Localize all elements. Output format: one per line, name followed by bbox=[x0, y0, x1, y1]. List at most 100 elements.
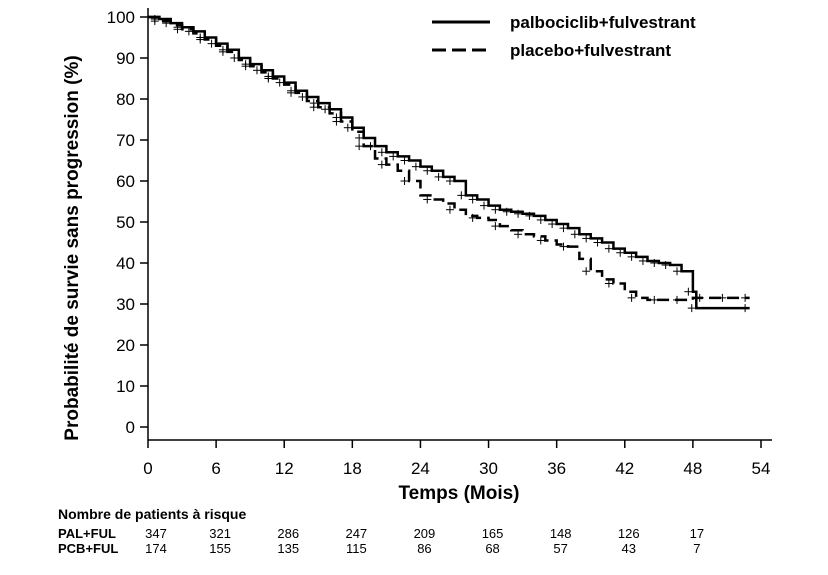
risk-table: Nombre de patients à risque PAL+FUL PCB+… bbox=[58, 506, 704, 556]
censor-mark bbox=[332, 117, 341, 126]
censor-mark bbox=[672, 267, 681, 276]
censor-mark bbox=[445, 177, 454, 185]
x-tick-label: 48 bbox=[683, 459, 702, 478]
x-tick-label: 54 bbox=[752, 459, 771, 478]
censor-mark bbox=[593, 238, 602, 247]
censor-mark bbox=[741, 304, 750, 313]
censor-mark bbox=[536, 236, 545, 245]
censor-mark bbox=[468, 213, 477, 222]
censor-mark bbox=[173, 25, 182, 34]
censor-mark bbox=[241, 62, 250, 71]
censor-mark bbox=[457, 191, 466, 200]
censor-mark bbox=[559, 242, 568, 251]
y-axis-title: Probabilité de survie sans progression (… bbox=[62, 55, 83, 440]
censor-mark bbox=[627, 293, 636, 302]
risk-value: 126 bbox=[618, 526, 640, 541]
x-tick-label: 18 bbox=[343, 459, 362, 478]
x-tick-label: 6 bbox=[211, 459, 220, 478]
risk-value: 165 bbox=[482, 526, 504, 541]
censor-mark bbox=[684, 287, 693, 296]
risk-value: 247 bbox=[345, 526, 367, 541]
risk-value: 209 bbox=[414, 526, 436, 541]
x-tick-label: 30 bbox=[479, 459, 498, 478]
y-tick-label: 50 bbox=[116, 213, 135, 232]
censor-mark bbox=[604, 279, 613, 288]
censor-mark bbox=[400, 177, 409, 185]
risk-value: 321 bbox=[209, 526, 231, 541]
y-tick-label: 20 bbox=[116, 336, 135, 355]
risk-value: 286 bbox=[277, 526, 299, 541]
y-tick-label: 60 bbox=[116, 172, 135, 191]
x-axis-ticks: 0 6 12 18 24 30 36 42 48 54 bbox=[143, 440, 770, 478]
censor-mark bbox=[377, 148, 386, 157]
censor-mark bbox=[275, 78, 284, 87]
censor-mark bbox=[491, 222, 500, 231]
censor-mark bbox=[264, 74, 273, 83]
censor-mark bbox=[150, 17, 159, 26]
censor-mark bbox=[638, 256, 647, 265]
legend: palbociclib+fulvestrant placebo+fulvestr… bbox=[432, 13, 696, 60]
risk-value: 68 bbox=[485, 541, 499, 556]
censor-mark bbox=[514, 230, 523, 239]
legend-label-placebo: placebo+fulvestrant bbox=[510, 41, 671, 60]
y-axis-ticks: 0 10 20 30 40 50 60 70 80 90 100 bbox=[107, 8, 148, 437]
x-tick-label: 42 bbox=[615, 459, 634, 478]
censor-mark bbox=[400, 156, 409, 165]
censor-mark bbox=[218, 47, 227, 56]
risk-value: 7 bbox=[693, 541, 700, 556]
risk-value: 148 bbox=[550, 526, 572, 541]
censor-mark bbox=[525, 211, 534, 220]
risk-value: 43 bbox=[622, 541, 636, 556]
censor-mark bbox=[627, 252, 636, 261]
y-tick-label: 30 bbox=[116, 295, 135, 314]
censor-mark bbox=[616, 248, 625, 257]
censor-mark bbox=[389, 152, 398, 161]
risk-value: 174 bbox=[145, 541, 167, 556]
series-layer bbox=[148, 15, 750, 310]
censor-mark bbox=[423, 166, 432, 175]
censor-mark bbox=[650, 295, 659, 304]
y-tick-label: 70 bbox=[116, 131, 135, 150]
x-tick-label: 12 bbox=[275, 459, 294, 478]
risk-value: 115 bbox=[346, 541, 367, 556]
censor-mark bbox=[514, 209, 523, 218]
censor-mark bbox=[162, 19, 171, 28]
censor-mark bbox=[548, 220, 557, 229]
censor-mark bbox=[650, 259, 659, 267]
censor-mark bbox=[184, 27, 193, 36]
censor-mark bbox=[343, 123, 352, 132]
censor-mark bbox=[377, 160, 386, 169]
censor-mark bbox=[582, 267, 591, 276]
x-tick-label: 36 bbox=[547, 459, 566, 478]
risk-row-label-pcb: PCB+FUL bbox=[58, 541, 118, 556]
risk-row-label-pal: PAL+FUL bbox=[58, 526, 116, 541]
censor-mark bbox=[718, 293, 727, 302]
censor-mark bbox=[434, 172, 443, 181]
censor-mark bbox=[582, 234, 591, 243]
censor-mark bbox=[355, 133, 364, 142]
x-axis-title: Temps (Mois) bbox=[398, 483, 519, 504]
censor-mark bbox=[695, 293, 704, 302]
censor-mark bbox=[468, 195, 477, 204]
y-tick-label: 80 bbox=[116, 90, 135, 109]
censor-mark bbox=[309, 103, 318, 112]
censor-mark bbox=[687, 304, 696, 313]
risk-value: 347 bbox=[145, 526, 167, 541]
censor-mark bbox=[298, 92, 307, 101]
y-tick-label: 40 bbox=[116, 254, 135, 273]
censor-mark bbox=[411, 162, 420, 171]
y-tick-label: 10 bbox=[116, 377, 135, 396]
censor-mark bbox=[741, 293, 750, 302]
legend-label-palbociclib: palbociclib+fulvestrant bbox=[510, 13, 696, 32]
risk-value: 86 bbox=[417, 541, 431, 556]
risk-value: 57 bbox=[553, 541, 567, 556]
censor-mark bbox=[661, 261, 670, 270]
x-tick-label: 24 bbox=[411, 459, 430, 478]
censor-mark bbox=[423, 195, 432, 204]
risk-value: 155 bbox=[209, 541, 231, 556]
series-line-placebo bbox=[148, 15, 750, 302]
y-tick-label: 0 bbox=[126, 418, 135, 437]
risk-values: 347 321 286 247 209 165 148 126 17 174 155 135 115 86… bbox=[145, 526, 704, 556]
censor-marks bbox=[150, 15, 750, 313]
censor-mark bbox=[445, 205, 454, 214]
